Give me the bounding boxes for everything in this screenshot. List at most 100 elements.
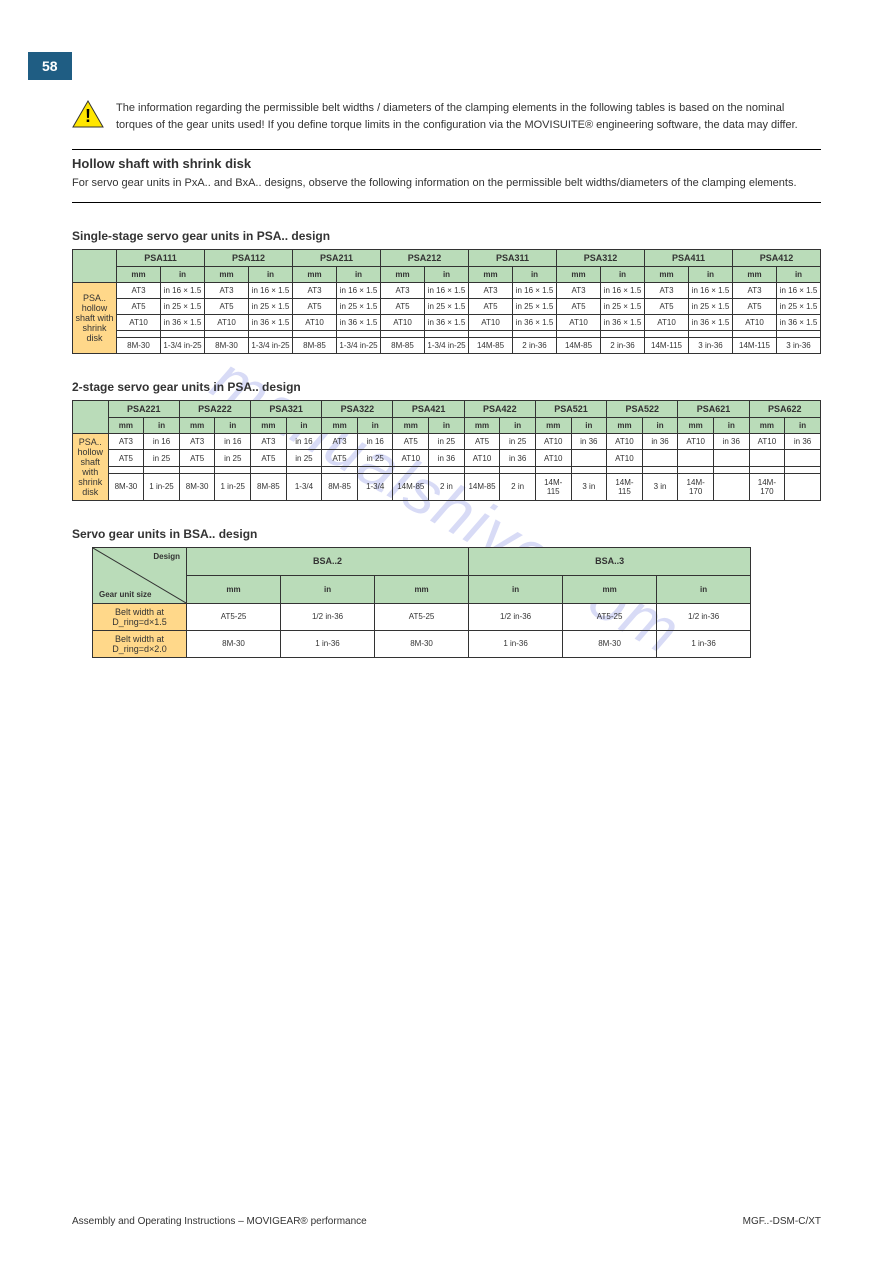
table-col-sub: in — [571, 417, 607, 433]
table-col-sub: in — [337, 266, 381, 282]
table-cell: in 16 × 1.5 — [337, 282, 381, 298]
table-cell: AT10 — [557, 314, 601, 330]
table-col-group: PSA621 — [678, 400, 749, 417]
table-cell: AT10 — [205, 314, 249, 330]
table-cell: AT3 — [179, 433, 215, 450]
table-col-sub: mm — [607, 417, 643, 433]
table3: DesignGear unit size BSA..2BSA..3mminmmi… — [92, 547, 751, 658]
table-cell: AT10 — [678, 433, 714, 450]
table-cell: in 25 — [357, 450, 393, 467]
table-cell — [144, 467, 180, 474]
table-cell: in 25 × 1.5 — [777, 298, 821, 314]
table-cell: in 16 × 1.5 — [425, 282, 469, 298]
table-cell: in 25 × 1.5 — [249, 298, 293, 314]
table-cell — [571, 450, 607, 467]
table-cell: AT5-25 — [563, 603, 657, 630]
table-cell: 1-3/4 in-25 — [337, 337, 381, 353]
table-cell: AT3 — [381, 282, 425, 298]
table-col-sub: in — [469, 576, 563, 603]
table-col-sub: mm — [205, 266, 249, 282]
table-cell: AT10 — [381, 314, 425, 330]
table-col-sub: mm — [381, 266, 425, 282]
table-cell — [161, 330, 205, 337]
table-col-sub: in — [357, 417, 393, 433]
table-cell: AT5 — [381, 298, 425, 314]
table-col-group: PSA221 — [108, 400, 179, 417]
table-col-sub: mm — [117, 266, 161, 282]
table-cell: AT5 — [108, 450, 144, 467]
table-row-label: PSA.. hollow shaft with shrink disk — [73, 282, 117, 353]
table-col-sub: in — [713, 417, 749, 433]
table-cell: in 36 × 1.5 — [425, 314, 469, 330]
table-cell: AT5 — [469, 298, 513, 314]
table-cell: AT5 — [293, 298, 337, 314]
table-cell — [500, 467, 536, 474]
table3-title: Servo gear units in BSA.. design — [72, 527, 821, 541]
table-col-group: BSA..2 — [187, 547, 469, 576]
table-cell — [713, 450, 749, 467]
table-cell — [749, 467, 785, 474]
table-cell: AT3 — [108, 433, 144, 450]
table-cell — [645, 330, 689, 337]
table-cell: 8M-30 — [179, 474, 215, 500]
section-title: Hollow shaft with shrink disk — [72, 156, 821, 171]
table-col-group: PSA321 — [251, 400, 322, 417]
table-cell: 8M-85 — [251, 474, 287, 500]
table-col-sub: mm — [464, 417, 500, 433]
table-cell — [251, 467, 287, 474]
table-row-label: Belt width at D_ring=d×1.5 — [93, 603, 187, 630]
table-cell: 8M-85 — [381, 337, 425, 353]
table-col-sub: mm — [678, 417, 714, 433]
table-cell: 14M-115 — [733, 337, 777, 353]
table-cell: 8M-30 — [563, 630, 657, 657]
table-cell: 1 in-36 — [469, 630, 563, 657]
table-cell: 14M-85 — [469, 337, 513, 353]
table-cell: 1 in-25 — [144, 474, 180, 500]
table-cell: in 36 — [785, 433, 821, 450]
table-col-group: PSA311 — [469, 249, 557, 266]
page-footer: Assembly and Operating Instructions – MO… — [72, 1216, 821, 1227]
table-cell: AT5 — [322, 450, 358, 467]
section-text: For servo gear units in PxA.. and BxA.. … — [72, 175, 821, 192]
table-col-group: PSA212 — [381, 249, 469, 266]
table-col-sub: in — [281, 576, 375, 603]
table-cell — [607, 467, 643, 474]
table-cell: in 36 — [429, 450, 465, 467]
table-cell: AT10 — [749, 433, 785, 450]
table-cell: in 16 — [357, 433, 393, 450]
table-col-sub: in — [161, 266, 205, 282]
table-cell — [601, 330, 645, 337]
main-content: ! The information regarding the permissi… — [72, 100, 821, 658]
table-col-sub: in — [785, 417, 821, 433]
table-cell — [777, 330, 821, 337]
table-col-group: PSA312 — [557, 249, 645, 266]
table-cell: 14M-85 — [464, 474, 500, 500]
table2: PSA221PSA222PSA321PSA322PSA421PSA422PSA5… — [72, 400, 821, 501]
table-cell — [642, 450, 678, 467]
table-cell: in 25 × 1.5 — [601, 298, 645, 314]
table-cell: AT3 — [733, 282, 777, 298]
table-col-sub: in — [513, 266, 557, 282]
table-cell: 14M-115 — [535, 474, 571, 500]
table-cell — [785, 474, 821, 500]
table-cell: in 16 — [215, 433, 251, 450]
table-cell — [337, 330, 381, 337]
table-col-group: PSA411 — [645, 249, 733, 266]
table-cell — [689, 330, 733, 337]
table-cell — [179, 467, 215, 474]
table-row-label: PSA.. hollow shaft with shrink disk — [73, 433, 109, 500]
table-col-sub: in — [689, 266, 733, 282]
divider — [72, 149, 821, 150]
table-cell: 8M-30 — [375, 630, 469, 657]
table-cell: 14M-115 — [645, 337, 689, 353]
table-cell: 8M-30 — [108, 474, 144, 500]
table-cell — [381, 330, 425, 337]
table-cell — [117, 330, 161, 337]
table-cell: 1/2 in-36 — [657, 603, 751, 630]
table-cell — [785, 467, 821, 474]
table-cell: 1-3/4 in-25 — [161, 337, 205, 353]
table-cell: AT5-25 — [375, 603, 469, 630]
table-cell — [108, 467, 144, 474]
table-cell: in 25 — [500, 433, 536, 450]
table-col-group: PSA222 — [179, 400, 250, 417]
